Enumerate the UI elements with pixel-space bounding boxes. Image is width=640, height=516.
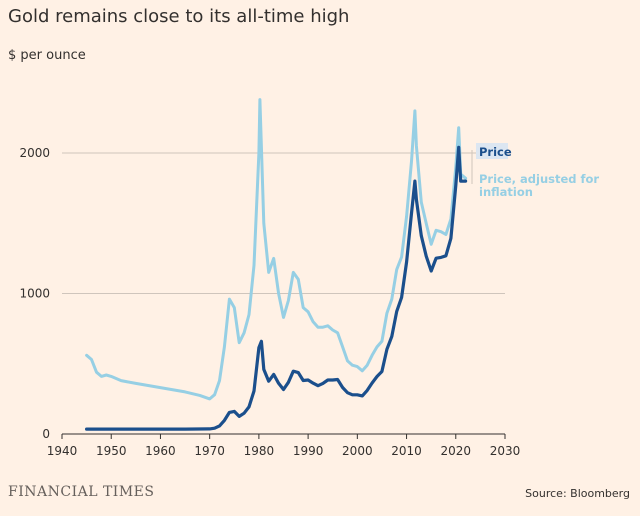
y-tick-label: 0 bbox=[42, 427, 50, 441]
ft-logo: FINANCIAL TIMES bbox=[8, 484, 155, 500]
legend-adjusted-line-1: Price, adjusted for bbox=[479, 172, 599, 186]
y-tick-label: 1000 bbox=[19, 287, 50, 301]
legend: Price Price, adjusted for inflation bbox=[471, 143, 599, 199]
y-axis-ticks: 0 1000 2000 bbox=[19, 146, 50, 441]
source-note: Source: Bloomberg bbox=[525, 487, 630, 500]
inflation-adjusted-line bbox=[85, 98, 468, 401]
legend-adjusted-line-2: inflation bbox=[479, 185, 533, 199]
x-axis: 1940 1950 1960 1970 1980 1990 2000 2010 2020 2030 bbox=[47, 433, 521, 458]
x-tick-label: 1990 bbox=[293, 444, 324, 458]
chart-title: Gold remains close to its all-time high bbox=[8, 6, 350, 27]
x-tick-label: 1950 bbox=[96, 444, 127, 458]
price-legend-highlight bbox=[476, 143, 508, 159]
x-tick-label: 1970 bbox=[194, 444, 225, 458]
y-tick-label: 2000 bbox=[19, 146, 50, 160]
x-tick-label: 2030 bbox=[490, 444, 521, 458]
x-tick-label: 1960 bbox=[145, 444, 176, 458]
series-lines bbox=[85, 98, 468, 431]
legend-adjusted: Price, adjusted for inflation bbox=[479, 172, 599, 199]
legend-price: Price bbox=[479, 145, 512, 159]
x-tick-label: 2000 bbox=[342, 444, 373, 458]
y-axis-unit: $ per ounce bbox=[8, 48, 86, 63]
price-line bbox=[85, 145, 468, 431]
x-tick-label: 1980 bbox=[244, 444, 275, 458]
gridlines bbox=[62, 152, 505, 294]
x-tick-label: 1940 bbox=[47, 444, 78, 458]
gold-price-chart: 0 1000 2000 1940 1950 1960 1970 1980 1990 2000 20… bbox=[19, 98, 599, 458]
x-tick-label: 2020 bbox=[441, 444, 472, 458]
x-tick-label: 2010 bbox=[391, 444, 422, 458]
